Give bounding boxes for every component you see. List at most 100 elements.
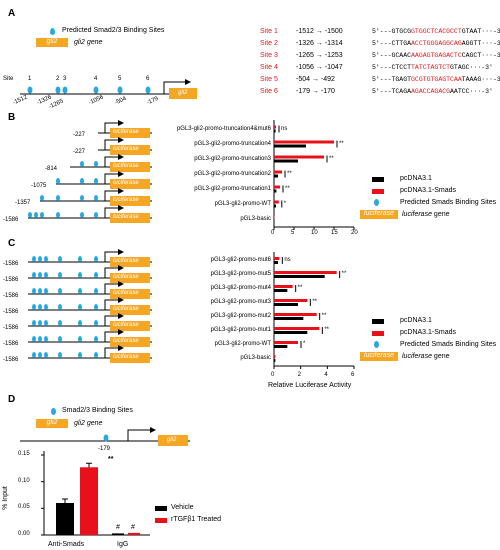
site-seq-2: 5'---CTTGAACCTGGGAGGCAGAGGTT···-3' <box>372 40 500 48</box>
site-marker-5 <box>117 86 123 94</box>
seq-post: GTAAT···-3' <box>461 28 500 35</box>
c-construct-6-site-0 <box>32 352 36 358</box>
d-legend-vehicle-swatch <box>155 506 167 511</box>
c-construct-1-site-5 <box>94 272 98 278</box>
c-construct-4-site-1 <box>38 320 42 326</box>
b-construct-3-site-0 <box>56 178 60 184</box>
site-marker-3 <box>62 86 68 94</box>
c-bar-ctrl-3 <box>274 303 298 306</box>
b-sig-1: ** <box>339 140 344 147</box>
c-tick-1: 2 <box>297 372 301 378</box>
b-construct-5-site-2 <box>40 212 44 218</box>
c-legend-luc-suffix: gene <box>433 353 450 360</box>
seq-motif: GCGTGTGAGTCAA <box>411 76 462 83</box>
panel-a-diagram <box>20 79 197 99</box>
b-bar-ctrl-2 <box>274 159 298 163</box>
b-construct-4-site-0 <box>40 195 44 201</box>
c-sig-1: ** <box>341 271 347 277</box>
c-construct-3-luc: luciferase <box>113 306 139 312</box>
c-legend-ctrl-swatch <box>372 319 384 324</box>
c-construct-6-site-1 <box>38 352 42 358</box>
d-bar-0-0 <box>56 503 74 535</box>
c-construct-6-start: -1586 <box>3 357 19 363</box>
seq-pre: 5'---TGAGT <box>372 76 412 83</box>
d-position: -179 <box>98 446 111 452</box>
c-construct-4-site-0 <box>32 320 36 326</box>
site-number-6: 6 <box>146 76 150 82</box>
b-construct-2-site-1 <box>94 161 98 167</box>
d-sig-igg-0: # <box>116 524 120 531</box>
c-construct-0-site-1 <box>38 256 42 262</box>
b-construct-5-site-1 <box>34 212 38 218</box>
seq-motif: ACCTGGGAGGCAG <box>411 40 462 47</box>
c-bar-smads-4 <box>274 313 317 316</box>
seq-motif: AAGAGTGAGACTC <box>411 52 462 59</box>
c-bar-smads-2 <box>274 285 293 288</box>
b-row-label-4: pGL3-gli2-promo-truncation1 <box>194 185 271 192</box>
site-name-2: Site 2 <box>260 40 278 47</box>
c-construct-3-site-0 <box>32 304 36 310</box>
b-construct-5-site-5 <box>94 212 98 218</box>
seq-post: AGGTT···-3' <box>461 40 500 47</box>
d-ylabel: % Input <box>1 486 9 510</box>
panel-a-label: A <box>8 8 16 19</box>
c-row-label-4: pGL3-gli2-promo-mut2 <box>210 313 271 319</box>
b-tick-1: 5 <box>291 230 295 236</box>
b-construct-4-site-2 <box>80 195 84 201</box>
seq-pre: 5'---CTCCT <box>372 64 412 71</box>
site-seq-4: 5'---CTCCTTATCTAGTCTGTAGC···-3' <box>372 64 493 72</box>
b-construct-5-start: -1586 <box>3 217 19 223</box>
seq-motif: TATCTAGTCT <box>411 64 451 71</box>
d-site-marker <box>103 434 109 442</box>
c-bar-ctrl-5 <box>274 331 308 334</box>
b-tick-4: 20 <box>351 230 358 236</box>
c-construct-6-site-3 <box>58 352 62 358</box>
b-construct-3-site-2 <box>94 178 98 184</box>
b-tick-3: 15 <box>331 230 338 236</box>
c-construct-2-site-1 <box>38 288 42 294</box>
panel-d-label: D <box>8 394 16 405</box>
b-bar-ctrl-3 <box>274 174 278 178</box>
c-construct-1-site-1 <box>38 272 42 278</box>
c-sig-0: ns <box>284 257 291 263</box>
d-bar-1-0 <box>112 533 124 535</box>
b-construct-5-site-0 <box>28 212 32 218</box>
b-bar-smads-5 <box>274 200 279 204</box>
c-tick-2: 4 <box>324 372 328 378</box>
site-name-4: Site 4 <box>260 64 278 71</box>
c-construct-5-site-3 <box>58 336 62 342</box>
b-construct-1-luc: luciferase <box>113 146 139 152</box>
b-construct-2-start: -814 <box>45 166 58 172</box>
c-bar-smads-5 <box>274 327 320 330</box>
c-bar-ctrl-2 <box>274 289 288 292</box>
c-legend-site-icon <box>374 341 379 348</box>
d-gene-label: gli2 gene <box>74 420 103 427</box>
d-ytick-0: 0.00 <box>18 531 30 537</box>
c-bar-smads-6 <box>274 341 298 344</box>
tss-arrow <box>163 81 185 94</box>
site-word: Site <box>3 76 14 82</box>
d-ytick-3: 0.15 <box>18 451 30 457</box>
c-bar-ctrl-0 <box>274 261 278 264</box>
b-sig-0: ns <box>281 125 288 132</box>
c-bar-ctrl-1 <box>274 275 325 278</box>
site-range-4: -1056 → -1047 <box>296 64 343 71</box>
c-construct-6-luc: luciferase <box>113 354 139 360</box>
b-row-label-5: pGL3-gli2-promo-WT <box>214 200 271 207</box>
legend-luc-box: luciferase <box>360 210 398 219</box>
c-construct-1-luc: luciferase <box>113 274 139 280</box>
d-legend-treated: rTGFβ1 Treated <box>171 516 222 523</box>
b-construct-2-luc: luciferase <box>113 163 139 169</box>
legend-smads-swatch <box>372 189 384 194</box>
site-number-2: 2 <box>56 76 60 82</box>
site-range-1: -1512 → -1500 <box>296 28 343 35</box>
site-name-1: Site 1 <box>260 28 278 35</box>
site-number-4: 4 <box>94 76 98 82</box>
site-number-3: 3 <box>63 76 67 82</box>
legend-site-text: Predicted Smad2/3 Binding Sites <box>62 27 165 34</box>
c-bar-ctrl-7 <box>274 359 276 362</box>
c-construct-5-site-2 <box>44 336 48 342</box>
c-construct-0-site-3 <box>58 256 62 262</box>
